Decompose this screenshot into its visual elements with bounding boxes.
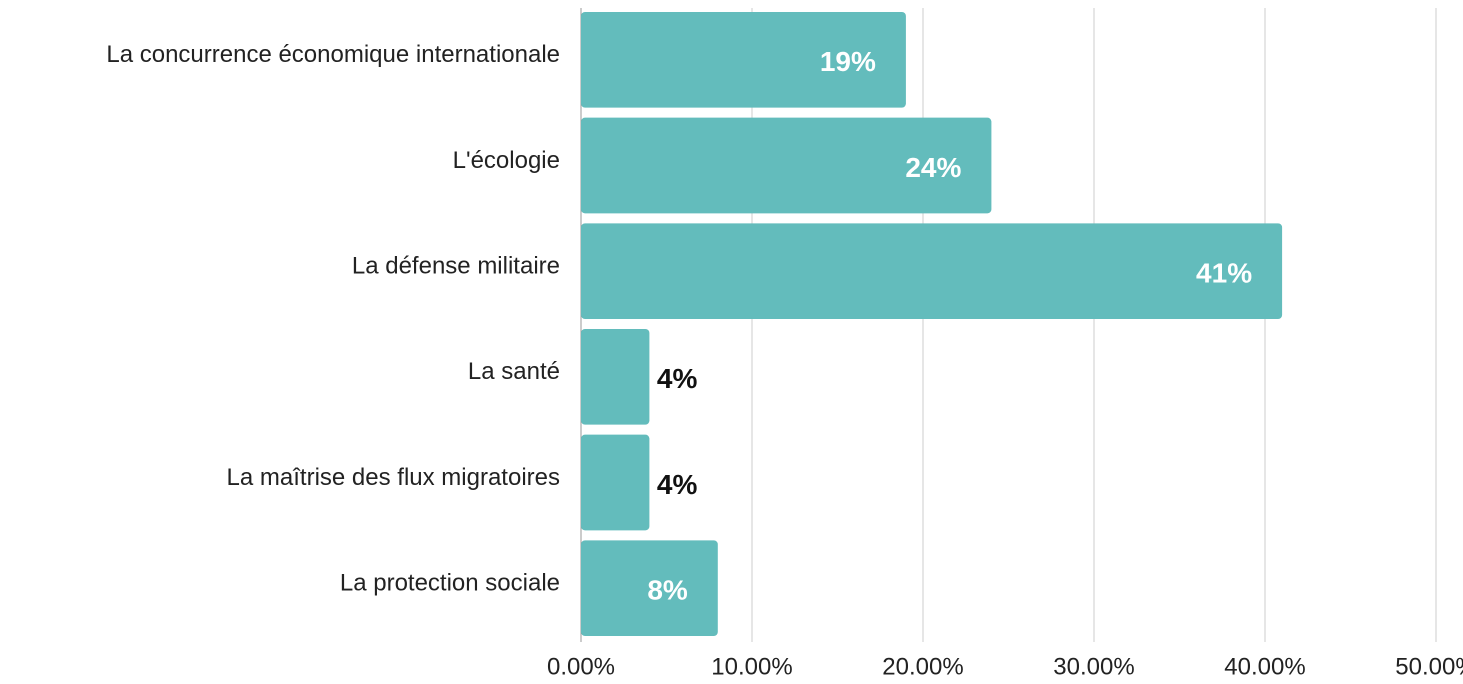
bar: [581, 329, 650, 425]
data-label: 41%: [1196, 258, 1252, 289]
y-tick-label: La protection sociale: [340, 570, 560, 597]
bar: [581, 434, 650, 531]
data-label: 24%: [905, 152, 961, 183]
x-tick-label: 20.00%: [882, 653, 963, 680]
data-label: 19%: [820, 46, 876, 77]
data-label: 8%: [647, 575, 688, 606]
data-label: 4%: [657, 469, 698, 500]
y-tick-label: La maîtrise des flux migratoires: [227, 464, 560, 491]
x-tick-label: 40.00%: [1224, 653, 1305, 680]
bar: [581, 12, 906, 108]
bar: [581, 117, 992, 214]
bar: [581, 223, 1283, 319]
y-tick-label: L'écologie: [453, 147, 560, 174]
bar: [581, 540, 718, 636]
y-tick-label: La santé: [468, 358, 560, 385]
x-tick-label: 0.00%: [547, 653, 615, 680]
data-label: 4%: [657, 363, 698, 394]
x-tick-label: 10.00%: [711, 653, 792, 680]
y-tick-label: La défense militaire: [352, 253, 560, 280]
x-tick-label: 30.00%: [1053, 653, 1134, 680]
y-tick-label: La concurrence économique internationale: [106, 41, 560, 68]
x-tick-label: 50.00%: [1395, 653, 1463, 680]
